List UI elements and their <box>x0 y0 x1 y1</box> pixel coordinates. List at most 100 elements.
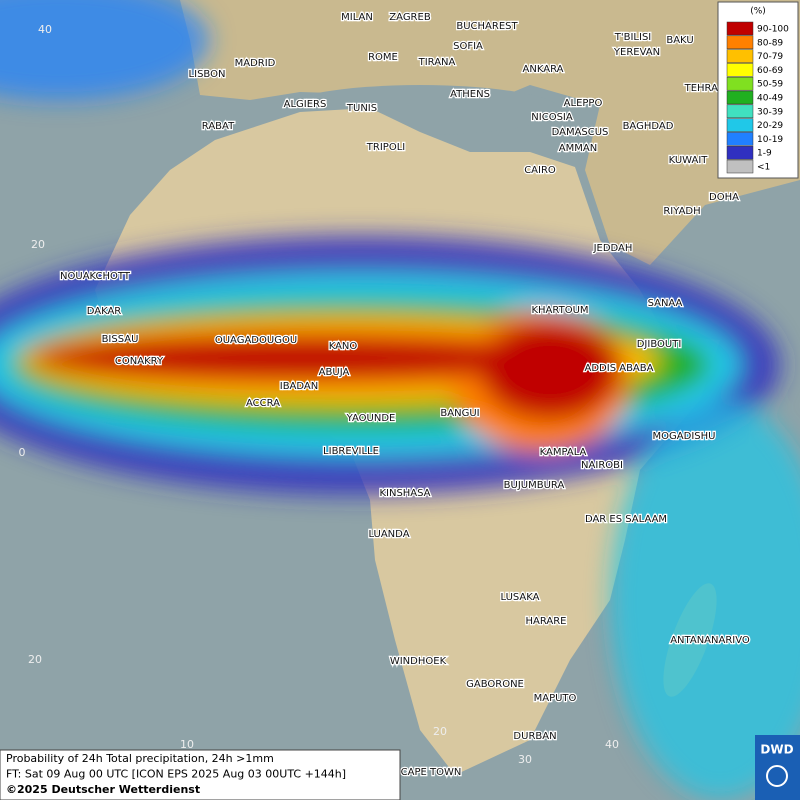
city-label: DAKAR <box>87 306 122 317</box>
city-label: NICOSIA <box>531 112 573 123</box>
precip-area <box>0 0 210 100</box>
city-labels: 40 20 0 20 10 20 30 40 MILAN ZAGREB BUCHAREST T'BIL… <box>19 11 752 780</box>
city-label: MAPUTO <box>534 693 577 704</box>
footer-line: FT: Sat 09 Aug 00 UTC [ICON EPS 2025 Aug… <box>6 768 346 781</box>
grid-label: 20 <box>433 725 447 738</box>
city-label: BUCHAREST <box>456 21 518 32</box>
logo-box <box>755 735 800 800</box>
city-label: TIRANA <box>418 57 456 68</box>
city-label: JEDDAH <box>593 243 633 254</box>
logo-icon <box>766 765 788 787</box>
city-label: BANGUI <box>440 408 479 419</box>
city-label: NAIROBI <box>581 460 623 471</box>
city-label: LISBON <box>189 69 226 80</box>
legend-label: 30-39 <box>757 107 783 117</box>
legend-swatch <box>726 21 754 36</box>
city-label: MILAN <box>341 12 373 23</box>
legend-label: 50-59 <box>757 80 783 90</box>
logo: DWD <box>760 743 793 757</box>
city-label: DJIBOUTI <box>637 339 682 350</box>
legend-swatch <box>726 35 754 50</box>
city-label: ADDIS ABABA <box>585 363 654 374</box>
city-label: MOGADISHU <box>653 431 716 442</box>
city-label: KINSHASA <box>379 488 430 499</box>
city-label: TRIPOLI <box>366 142 405 153</box>
legend-swatch <box>726 159 754 174</box>
city-label: ALGIERS <box>284 99 327 110</box>
legend-swatch <box>726 90 754 105</box>
city-label: ABUJA <box>319 367 350 378</box>
city-label: ANKARA <box>523 64 564 75</box>
city-label: YAOUNDE <box>346 413 396 424</box>
grid-label: 10 <box>180 738 194 751</box>
city-label: WINDHOEK <box>390 656 447 667</box>
legend-label: 80-89 <box>757 38 783 48</box>
city-label: IBADAN <box>280 381 319 392</box>
precip-area <box>30 336 570 380</box>
eurasia-land <box>180 0 800 265</box>
city-label: BUJUMBURA <box>504 480 565 491</box>
city-label: GABORONE <box>466 679 524 690</box>
city-label: TEHRAN <box>684 83 726 94</box>
legend: (%) 90-100 80-89 70-79 60-69 50-59 40-49 30-39 2… <box>717 1 799 179</box>
city-label: TUNIS <box>346 103 377 114</box>
legend-label: 60-69 <box>757 66 783 76</box>
city-label: CAPE TOWN <box>401 767 462 778</box>
city-label: MADRID <box>235 58 276 69</box>
grid-label: 20 <box>28 653 42 666</box>
city-label: LIBREVILLE <box>323 446 379 457</box>
legend-swatch <box>726 49 754 63</box>
grid-label: 40 <box>605 738 619 751</box>
footer-line: Probability of 24h Total precipitation, … <box>6 752 274 765</box>
footer-box <box>0 749 401 800</box>
city-label: ALEPPO <box>564 98 603 109</box>
city-label: HARARE <box>525 616 566 627</box>
precip-area <box>480 320 620 420</box>
city-label: DOHA <box>709 192 739 203</box>
city-label: BAKU <box>666 35 693 46</box>
city-label: LUSAKA <box>501 592 540 603</box>
city-label: BISSAU <box>102 334 139 345</box>
legend-label: 20-29 <box>757 121 783 131</box>
city-label: ATHENS <box>450 89 490 100</box>
city-label: YEREVAN <box>613 47 660 58</box>
city-label: BAGHDAD <box>623 121 674 132</box>
city-label: RABAT <box>202 121 235 132</box>
city-label: LUANDA <box>368 529 409 540</box>
legend-swatch <box>726 104 754 119</box>
grid-label: 40 <box>38 23 52 36</box>
legend-label: 1-9 <box>757 149 772 159</box>
legend-label: 10-19 <box>757 135 783 145</box>
precip-area <box>610 400 800 800</box>
city-label: T'BILISI <box>614 32 651 43</box>
city-label: KHARTOUM <box>531 305 588 316</box>
city-label: ANTANANARIVO <box>670 635 750 646</box>
legend-label: <1 <box>757 163 770 173</box>
legend-label: 70-79 <box>757 52 783 62</box>
city-label: KUWAIT <box>669 155 709 166</box>
city-label: ZAGREB <box>389 12 431 23</box>
city-label: KAMPALA <box>540 447 587 458</box>
legend-label: 40-49 <box>757 94 783 104</box>
legend-swatch <box>726 118 754 132</box>
legend-swatch <box>726 132 754 146</box>
grid-label: 0 <box>19 446 26 459</box>
city-label: CAIRO <box>524 165 556 176</box>
city-label: ROME <box>368 52 398 63</box>
city-label: NOUAKCHOTT <box>60 271 131 282</box>
city-label: CONAKRY <box>115 356 164 367</box>
city-label: OUAGADOUGOU <box>215 335 297 346</box>
grid-label: 30 <box>518 753 532 766</box>
city-label: DAR ES SALAAM <box>585 514 667 525</box>
city-label: SOFIA <box>453 41 483 52</box>
grid-label: 20 <box>31 238 45 251</box>
city-label: ACCRA <box>246 398 280 409</box>
legend-title: (%) <box>750 7 766 17</box>
city-label: DURBAN <box>513 731 556 742</box>
legend-swatch <box>726 63 754 77</box>
legend-swatch <box>726 145 754 160</box>
city-label: SANAA <box>648 298 683 309</box>
